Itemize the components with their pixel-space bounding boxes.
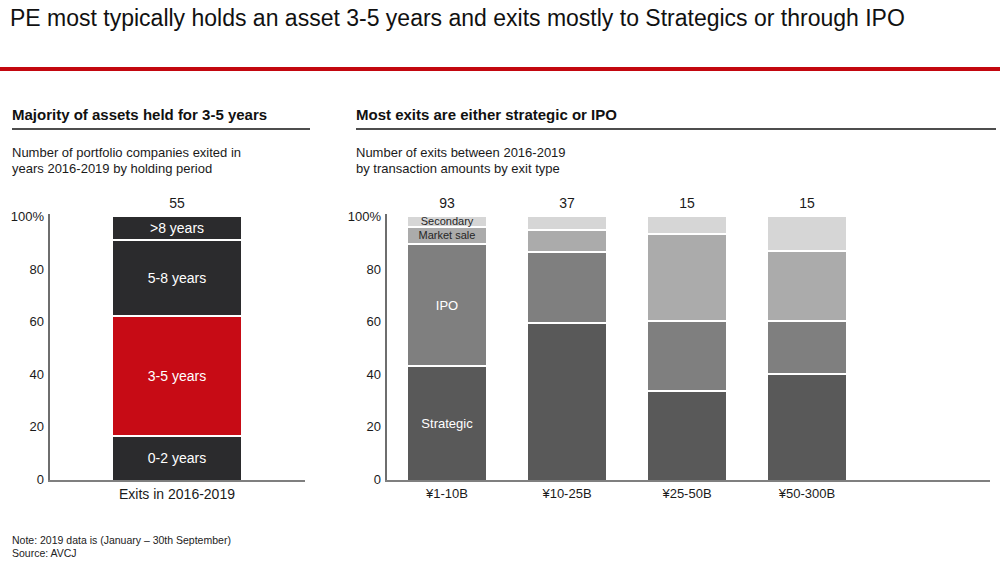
y-tick-label: 0 bbox=[4, 472, 44, 488]
bar-segment-market-sale bbox=[528, 231, 606, 252]
bar-segment-3-5-years: 3-5 years bbox=[113, 317, 241, 436]
y-tick-label: 80 bbox=[4, 262, 44, 278]
segment-label: Secondary bbox=[421, 216, 474, 227]
exit-type-stacked-bar-chart: 100%806040200StrategicIPOMarket saleSeco… bbox=[356, 190, 1000, 520]
y-tick-label: 60 bbox=[4, 314, 44, 330]
left-chart-panel: Majority of assets held for 3-5 years Nu… bbox=[12, 106, 310, 177]
bar-total-label: 93 bbox=[408, 195, 486, 211]
source-text: Source: AVCJ bbox=[12, 547, 231, 560]
subtitle-line: Number of portfolio companies exited in bbox=[12, 145, 310, 161]
y-tick-label: 40 bbox=[341, 367, 381, 383]
bar-segment-market-sale: Market sale bbox=[408, 228, 486, 245]
footnotes: Note: 2019 data is (January – 30th Septe… bbox=[12, 534, 231, 560]
subtitle-line: by transaction amounts by exit type bbox=[356, 161, 996, 177]
bar-segment-ipo bbox=[768, 322, 846, 375]
page-title: PE most typically holds an asset 3-5 yea… bbox=[10, 4, 995, 33]
bar-segment-strategic: Strategic bbox=[408, 367, 486, 480]
bar-segment-0-2-years: 0-2 years bbox=[113, 437, 241, 480]
y-tick-label: 20 bbox=[341, 419, 381, 435]
segment-label: 3-5 years bbox=[148, 369, 206, 383]
y-tick-label: 100% bbox=[341, 209, 381, 225]
bar-segment-secondary: Secondary bbox=[408, 217, 486, 228]
right-chart-heading: Most exits are either strategic or IPO bbox=[356, 106, 996, 130]
bar-segment-strategic bbox=[768, 375, 846, 480]
x-axis-line bbox=[385, 480, 990, 482]
bar-segment-8-years: >8 years bbox=[113, 217, 241, 241]
bar-segment-5-8-years: 5-8 years bbox=[113, 241, 241, 318]
stacked-bar-exits-in-2016-2019: 0-2 years 3-5 years 5-8 years >8 years bbox=[113, 217, 241, 480]
stacked-bar-1-10b: Strategic IPO Market sale Secondary bbox=[408, 217, 486, 480]
bar-total-label: 15 bbox=[768, 195, 846, 211]
left-chart-subtitle: Number of portfolio companies exited in … bbox=[12, 145, 310, 177]
x-tick-label: ¥25-50B bbox=[618, 486, 756, 501]
subtitle-line: years 2016-2019 by holding period bbox=[12, 161, 310, 177]
bar-total-label: 15 bbox=[648, 195, 726, 211]
bar-segment-secondary bbox=[528, 217, 606, 231]
segment-label: Strategic bbox=[421, 417, 472, 430]
bar-segment-strategic bbox=[648, 392, 726, 480]
bar-segment-strategic bbox=[528, 324, 606, 480]
holding-period-stacked-bar-chart: 100%8060402000-2 years3-5 years5-8 years… bbox=[12, 190, 312, 520]
bar-segment-ipo bbox=[648, 322, 726, 392]
x-axis-line bbox=[48, 480, 305, 482]
segment-label: 5-8 years bbox=[148, 271, 206, 285]
y-axis-line bbox=[385, 214, 387, 480]
x-tick-label: Exits in 2016-2019 bbox=[83, 486, 271, 502]
y-tick-label: 40 bbox=[4, 367, 44, 383]
bar-segment-ipo bbox=[528, 253, 606, 324]
y-tick-label: 80 bbox=[341, 262, 381, 278]
right-chart-panel: Most exits are either strategic or IPO N… bbox=[356, 106, 996, 177]
left-chart-heading: Majority of assets held for 3-5 years bbox=[12, 106, 310, 130]
bar-total-label: 55 bbox=[113, 195, 241, 211]
y-tick-label: 0 bbox=[341, 472, 381, 488]
stacked-bar-10-25b bbox=[528, 217, 606, 480]
bar-segment-market-sale bbox=[648, 235, 726, 323]
title-accent-rule bbox=[0, 67, 1000, 71]
segment-label: >8 years bbox=[150, 221, 204, 235]
bar-total-label: 37 bbox=[528, 195, 606, 211]
x-tick-label: ¥1-10B bbox=[378, 486, 516, 501]
bar-segment-secondary bbox=[648, 217, 726, 235]
subtitle-line: Number of exits between 2016-2019 bbox=[356, 145, 996, 161]
x-tick-label: ¥50-300B bbox=[738, 486, 876, 501]
segment-label: IPO bbox=[436, 299, 458, 312]
right-chart-subtitle: Number of exits between 2016-2019 by tra… bbox=[356, 145, 996, 177]
x-tick-label: ¥10-25B bbox=[498, 486, 636, 501]
segment-label: 0-2 years bbox=[148, 451, 206, 465]
y-tick-label: 20 bbox=[4, 419, 44, 435]
y-tick-label: 100% bbox=[4, 209, 44, 225]
stacked-bar-50-300b bbox=[768, 217, 846, 480]
bar-segment-ipo: IPO bbox=[408, 245, 486, 367]
segment-label: Market sale bbox=[419, 230, 476, 241]
y-axis-line bbox=[48, 214, 50, 480]
stacked-bar-25-50b bbox=[648, 217, 726, 480]
note-text: Note: 2019 data is (January – 30th Septe… bbox=[12, 534, 231, 547]
bar-segment-secondary bbox=[768, 217, 846, 252]
y-tick-label: 60 bbox=[341, 314, 381, 330]
bar-segment-market-sale bbox=[768, 252, 846, 322]
